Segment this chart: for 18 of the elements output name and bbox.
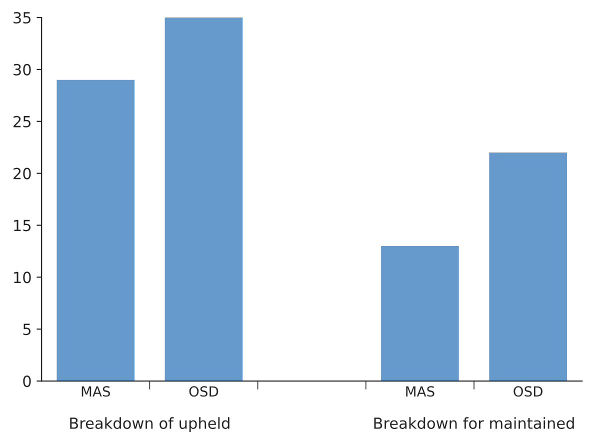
y-tick-label: 10 (14, 272, 31, 284)
y-tick-label: 0 (23, 376, 31, 388)
y-tick-label: 20 (14, 168, 31, 180)
bar (164, 18, 243, 382)
text: Breakdown of upheld (70, 417, 230, 432)
bar (56, 80, 135, 382)
x-tick-label: OSD (189, 386, 218, 397)
bar (489, 152, 567, 382)
y-tick-label: 15 (14, 220, 31, 232)
x-tick-label: MAS (82, 386, 110, 397)
bar (381, 246, 459, 382)
x-tick-label: OSD (514, 386, 542, 397)
y-tick-label: 5 (23, 324, 31, 336)
text: Breakdown for maintained (374, 417, 574, 429)
x-tick-label: MAS (406, 386, 434, 397)
y-tick-label: 35 (14, 12, 31, 24)
y-tick-label: 25 (14, 116, 31, 128)
y-tick-label: 30 (14, 64, 31, 76)
